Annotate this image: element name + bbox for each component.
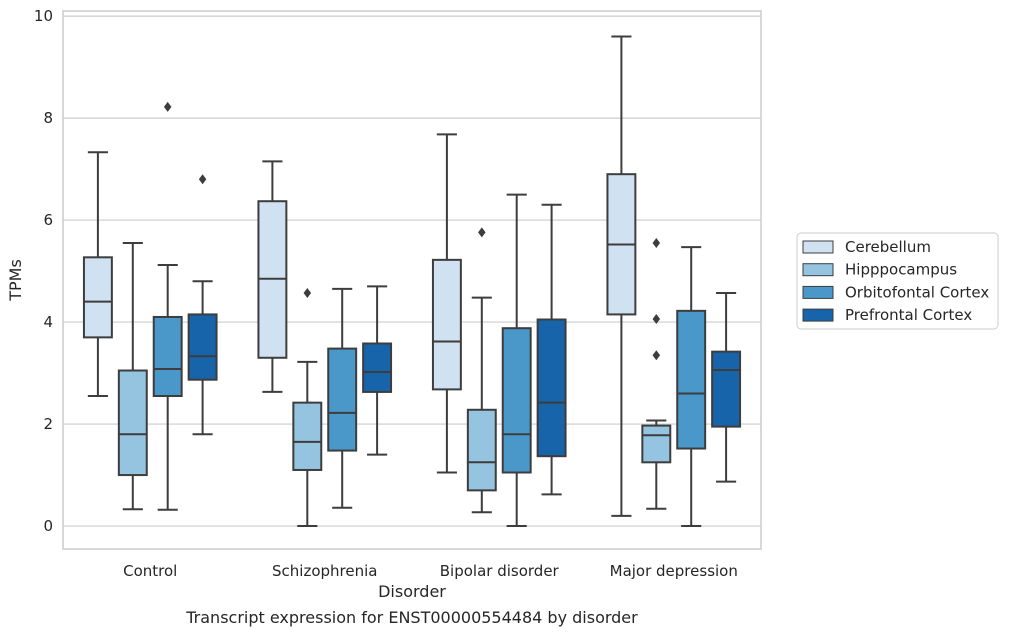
box-body xyxy=(117,369,148,477)
legend-label: Hipppocampus xyxy=(845,261,957,279)
legend-swatch xyxy=(802,263,834,277)
box-2-3 xyxy=(536,203,567,496)
box-1-3 xyxy=(362,285,393,456)
legend-swatch xyxy=(802,285,834,299)
y-tick-label: 8 xyxy=(43,109,53,127)
box-body xyxy=(466,408,497,492)
plot-frame xyxy=(62,10,762,550)
box-body xyxy=(676,309,707,450)
box-2-1 xyxy=(466,227,497,514)
box-0-0 xyxy=(82,151,113,398)
box-3-0 xyxy=(606,35,637,517)
outlier-point xyxy=(652,314,661,325)
legend-swatch xyxy=(802,308,834,322)
x-tick-label: Control xyxy=(123,562,177,580)
x-axis-label: Disorder xyxy=(378,582,446,601)
box-3-2 xyxy=(676,246,707,528)
x-tick-labels: Control Schizophrenia Bipolar disorder Majo… xyxy=(123,562,738,580)
box-0-3 xyxy=(187,174,218,436)
outlier-point xyxy=(478,227,486,238)
box-2-0 xyxy=(431,133,462,474)
y-tick-labels: 0 2 4 6 8 10 xyxy=(34,7,53,535)
box-0-2 xyxy=(152,101,183,511)
outlier-point xyxy=(652,238,661,249)
box-1-2 xyxy=(327,287,358,509)
box-3-3 xyxy=(711,292,742,483)
legend-label: Orbitofontal Cortex xyxy=(845,283,989,301)
outlier-point xyxy=(198,174,207,185)
outlier-point xyxy=(163,101,172,112)
y-tick-label: 4 xyxy=(43,313,53,331)
legend-swatch xyxy=(802,240,834,254)
box-body xyxy=(501,327,532,474)
y-axis-label: TPMs xyxy=(6,259,25,302)
legend-frame xyxy=(796,232,999,330)
box-1-0 xyxy=(257,160,288,393)
legend-label: Cerebellum xyxy=(845,238,931,256)
box-body xyxy=(327,347,358,452)
box-body xyxy=(711,350,742,428)
y-tick-label: 6 xyxy=(43,211,53,229)
boxes-layer xyxy=(82,35,742,528)
box-3-1 xyxy=(641,238,672,510)
legend: Cerebellum Hipppocampus Orbitofontal Corte… xyxy=(796,232,999,330)
x-tick-label: Schizophrenia xyxy=(272,562,377,580)
outlier-point xyxy=(303,288,312,299)
box-body xyxy=(152,315,183,398)
y-tick-label: 2 xyxy=(43,415,53,433)
box-body xyxy=(82,256,113,339)
legend-label: Prefrontal Cortex xyxy=(845,306,972,324)
box-2-2 xyxy=(501,193,532,528)
y-tick-label: 0 xyxy=(43,517,53,535)
x-tick-label: Bipolar disorder xyxy=(440,562,560,580)
box-0-1 xyxy=(117,242,148,511)
box-body xyxy=(536,318,567,458)
box-body xyxy=(431,258,462,391)
box-body xyxy=(187,313,218,381)
chart-caption: Transcript expression for ENST0000055448… xyxy=(185,608,638,627)
box-body xyxy=(362,342,393,393)
box-body xyxy=(292,401,323,471)
x-tick-label: Major depression xyxy=(610,562,738,580)
outlier-point xyxy=(652,350,661,361)
box-1-1 xyxy=(292,288,323,528)
box-body xyxy=(641,424,672,464)
y-tick-label: 10 xyxy=(34,7,53,25)
